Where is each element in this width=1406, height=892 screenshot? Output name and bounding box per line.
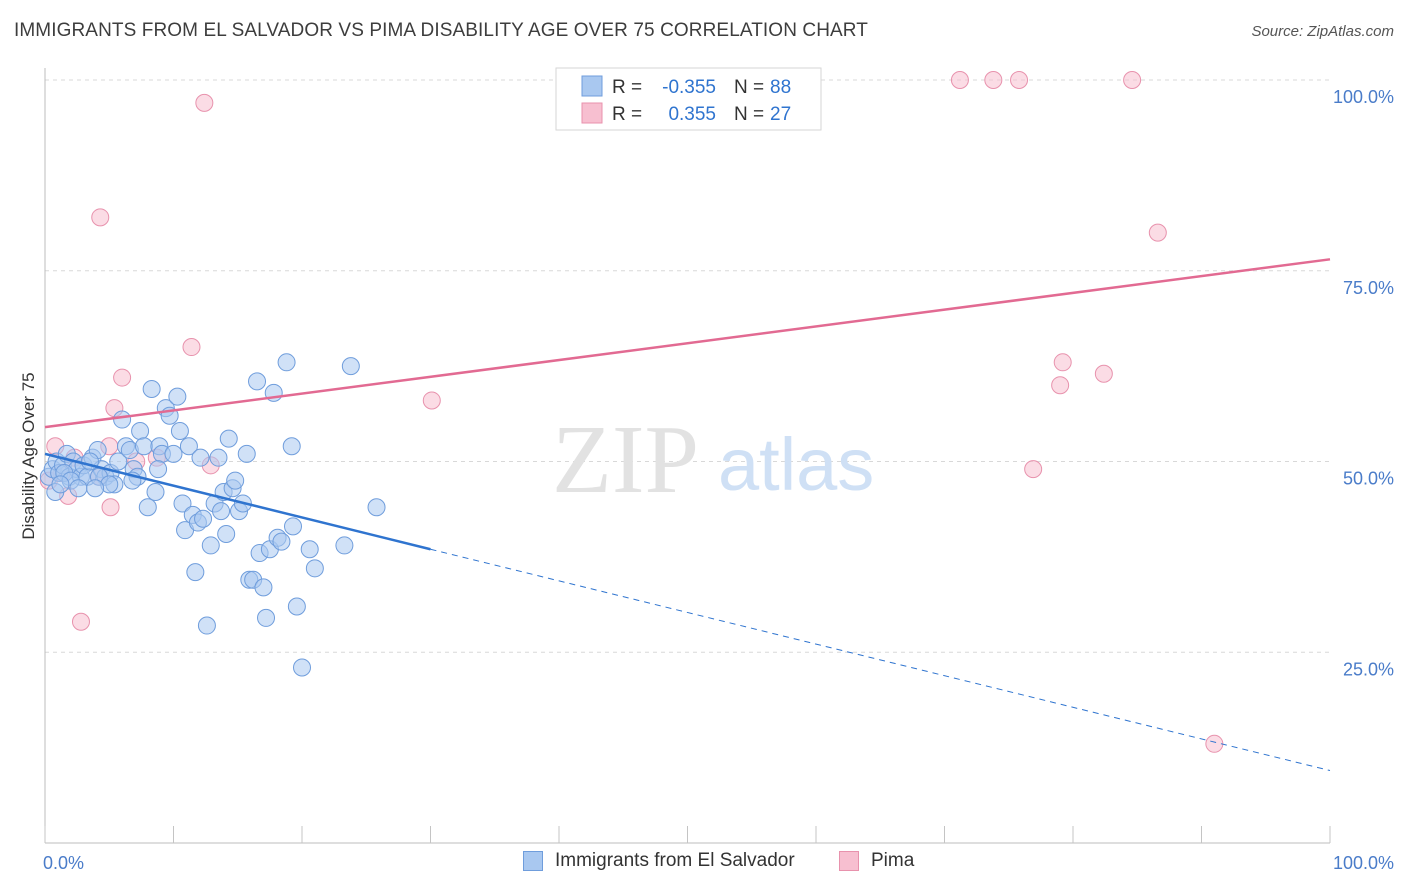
bottom-legend-item-blue: Immigrants from El Salvador [523, 850, 795, 872]
point-blue-40 [186, 563, 205, 582]
point-pink-9 [101, 498, 120, 517]
point-blue-51 [219, 429, 238, 448]
point-pink-11 [113, 368, 132, 387]
point-blue-71 [293, 658, 311, 677]
legend-r-label-pink: R = [612, 104, 642, 125]
point-blue-28 [146, 483, 165, 502]
point-blue-45 [201, 536, 220, 555]
point-blue-25 [134, 437, 153, 456]
legend-swatch-pink [581, 102, 603, 124]
point-blue-69 [284, 517, 303, 536]
legend-r-value-pink: 0.355 [668, 104, 716, 125]
point-blue-35 [170, 421, 189, 440]
point-blue-18 [109, 452, 128, 471]
point-blue-74 [335, 536, 354, 555]
y-axis-label: Disability Age Over 75 [19, 372, 38, 539]
point-blue-56 [237, 444, 256, 463]
point-pink-23 [1053, 353, 1072, 372]
point-pink-17 [422, 391, 441, 410]
point-blue-73 [305, 559, 324, 578]
point-blue-26 [138, 498, 157, 517]
bottom-legend-label-blue: Immigrants from El Salvador [555, 850, 795, 871]
point-blue-67 [277, 353, 296, 372]
point-blue-76 [367, 498, 386, 517]
y-tick-labels: 25.0% 50.0% 75.0% 100.0% [1333, 87, 1394, 679]
bottom-legend-item-pink: Pima [839, 850, 914, 872]
y-tick-label-0: 25.0% [1343, 659, 1394, 679]
point-pink-19 [984, 71, 1003, 89]
source-label: Source: ZipAtlas.com [1251, 23, 1394, 40]
watermark-zip: ZIP [552, 406, 699, 514]
point-blue-38 [179, 437, 198, 456]
point-blue-62 [257, 608, 276, 627]
legend-n-label-blue: N = [734, 77, 764, 98]
point-blue-61 [254, 578, 273, 597]
point-blue-86 [51, 475, 70, 494]
watermark-atlas: atlas [718, 423, 874, 506]
legend-swatch-blue [581, 75, 603, 97]
grid-lines [45, 79, 1330, 653]
point-blue-68 [282, 437, 301, 456]
point-blue-19 [113, 410, 132, 429]
point-blue-36 [173, 494, 192, 513]
point-blue-50 [217, 524, 236, 543]
bottom-legend-label-pink: Pima [871, 850, 915, 871]
point-pink-7 [91, 208, 110, 227]
point-blue-66 [272, 532, 291, 551]
legend-n-value-pink: 27 [770, 104, 791, 125]
point-blue-84 [69, 479, 88, 498]
legend-box: R = -0.355 N = 88 R = 0.355 N = 27 [555, 67, 822, 131]
point-pink-20 [1010, 71, 1029, 89]
y-tick-label-1: 50.0% [1343, 469, 1394, 489]
bottom-legend-swatch-pink [839, 851, 859, 871]
chart-title: IMMIGRANTS FROM EL SALVADOR VS PIMA DISA… [14, 20, 868, 41]
point-pink-22 [1051, 376, 1070, 395]
x-tick-label-0: 0.0% [43, 853, 84, 873]
point-blue-75 [341, 357, 360, 376]
legend-n-label-pink: N = [734, 104, 764, 125]
axes [44, 68, 1331, 844]
point-blue-59 [248, 372, 267, 391]
trend-lines [44, 258, 1331, 772]
series-blue-points [39, 353, 386, 677]
point-blue-34 [168, 387, 187, 406]
point-pink-26 [1148, 223, 1167, 242]
point-blue-72 [300, 540, 319, 559]
point-blue-70 [287, 597, 306, 616]
point-blue-44 [197, 616, 216, 635]
x-tick-label-1: 100.0% [1333, 853, 1394, 873]
point-blue-27 [142, 380, 161, 399]
point-blue-53 [226, 471, 245, 490]
trend-line-pink [44, 258, 1331, 429]
point-blue-24 [131, 421, 150, 440]
point-blue-87 [86, 479, 105, 498]
x-tick-labels: 0.0% 100.0% [43, 853, 1394, 873]
bottom-legend-swatch-blue [523, 851, 543, 871]
point-blue-48 [212, 502, 231, 521]
point-pink-5 [71, 612, 90, 631]
point-pink-14 [182, 338, 201, 357]
point-blue-43 [194, 509, 213, 528]
y-tick-label-2: 75.0% [1343, 278, 1394, 298]
legend-r-value-blue: -0.355 [662, 77, 716, 98]
point-blue-42 [191, 448, 210, 467]
point-pink-21 [1024, 460, 1043, 479]
legend-n-value-blue: 88 [770, 77, 791, 98]
point-blue-83 [149, 460, 168, 479]
point-pink-15 [195, 93, 214, 112]
point-pink-24 [1094, 364, 1113, 383]
legend-r-label-blue: R = [612, 77, 642, 98]
point-blue-47 [209, 448, 228, 467]
point-blue-33 [164, 444, 183, 463]
point-pink-25 [1123, 71, 1142, 89]
point-pink-18 [950, 71, 969, 89]
point-pink-27 [1205, 734, 1224, 753]
trend-line-blue-extension [430, 548, 1331, 772]
y-tick-label-3: 100.0% [1333, 87, 1394, 107]
trend-line-blue [44, 452, 431, 551]
watermark: ZIP atlas [552, 406, 874, 514]
